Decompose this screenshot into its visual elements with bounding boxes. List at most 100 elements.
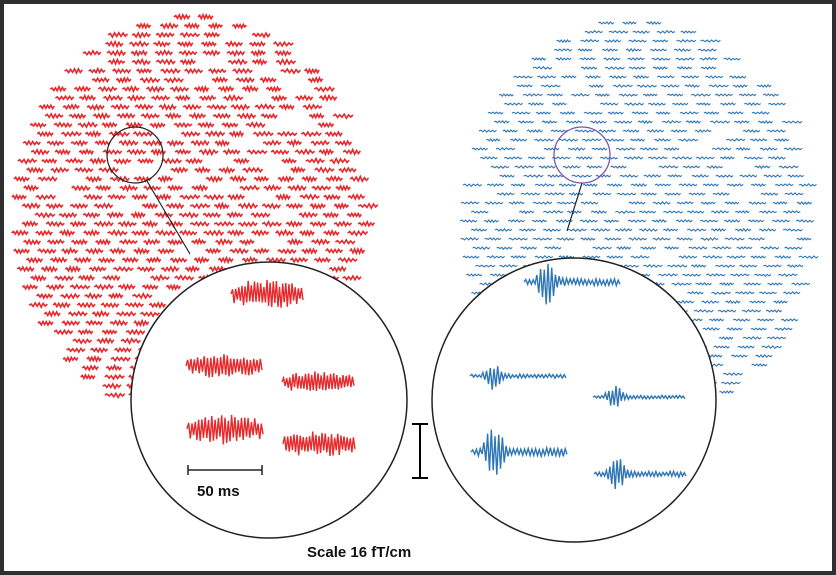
sensor-trace (520, 192, 541, 196)
sensor-trace (783, 290, 801, 295)
sensor-trace (768, 102, 786, 106)
sensor-trace (486, 255, 505, 259)
zoom-trace-blue (593, 459, 687, 490)
sensor-trace (566, 210, 582, 215)
sensor-trace (757, 119, 774, 125)
right-highlight-circle (553, 126, 611, 184)
sensor-trace (534, 138, 554, 142)
sensor-trace (517, 120, 534, 124)
sensor-trace (305, 156, 325, 165)
sensor-trace (179, 58, 196, 66)
sensor-trace (582, 183, 598, 187)
sensor-trace (580, 38, 600, 43)
sensor-trace (750, 255, 767, 259)
sensor-trace (154, 49, 174, 57)
sensor-trace (241, 255, 259, 264)
sensor-trace (699, 56, 718, 61)
sensor-trace (189, 202, 211, 210)
sensor-trace (567, 146, 586, 152)
sensor-trace (318, 147, 334, 157)
sensor-trace (285, 219, 303, 229)
sensor-trace (166, 139, 185, 148)
sensor-trace (652, 237, 671, 241)
sensor-trace (253, 175, 270, 183)
sensor-trace (101, 121, 118, 129)
sensor-trace (610, 165, 627, 169)
sensor-trace (522, 93, 543, 97)
sensor-trace (202, 211, 222, 219)
sensor-trace (270, 94, 288, 103)
sensor-trace (182, 103, 202, 111)
sensor-trace (323, 228, 340, 237)
sensor-trace (580, 237, 596, 241)
sensor-trace (579, 57, 596, 61)
sensor-trace (598, 129, 617, 133)
sensor-trace (141, 283, 159, 291)
sensor-trace (17, 157, 38, 165)
sensor-trace (259, 76, 277, 84)
sensor-trace (551, 102, 567, 106)
sensor-trace (159, 21, 179, 30)
sensor-trace (676, 201, 694, 205)
sensor-trace (169, 85, 190, 93)
sensor-trace (566, 228, 587, 232)
sensor-trace (175, 94, 191, 102)
sensor-trace (13, 175, 30, 183)
sensor-trace (534, 254, 554, 259)
sensor-trace (120, 337, 141, 345)
sensor-trace (102, 148, 123, 156)
sensor-trace (69, 283, 91, 290)
sensor-trace (556, 38, 572, 44)
sensor-trace (112, 68, 132, 75)
sensor-trace (719, 282, 735, 286)
sensor-trace (53, 328, 74, 336)
sensor-trace (724, 237, 745, 241)
sensor-trace (59, 228, 76, 238)
sensor-trace (86, 103, 105, 112)
sensor-trace (334, 139, 353, 147)
sensor-trace (88, 66, 106, 75)
sensor-trace (590, 209, 608, 215)
sensor-trace (783, 209, 801, 214)
sensor-trace (44, 112, 64, 120)
sensor-trace (750, 327, 767, 331)
sensor-trace (143, 185, 162, 192)
sensor-trace (652, 66, 669, 71)
sensor-trace (604, 66, 625, 71)
sensor-trace (676, 65, 693, 70)
sensor-trace (705, 75, 724, 79)
sensor-trace (115, 310, 137, 318)
sensor-trace (97, 256, 115, 264)
sensor-trace (636, 84, 657, 88)
sensor-trace (703, 111, 720, 115)
sensor-trace (670, 129, 688, 133)
sensor-trace (676, 39, 697, 43)
sensor-trace (723, 219, 741, 224)
sensor-trace (706, 165, 724, 169)
sensor-trace (708, 318, 725, 322)
sensor-trace (262, 139, 282, 147)
sensor-trace (718, 336, 734, 341)
sensor-trace (228, 129, 245, 139)
sensor-trace (736, 246, 753, 250)
sensor-trace (117, 220, 137, 228)
sensor-trace (543, 147, 560, 151)
sensor-trace (23, 238, 42, 246)
sensor-trace (357, 219, 376, 228)
sensor-trace (205, 175, 223, 184)
sensor-trace (118, 139, 139, 147)
sensor-trace (631, 111, 649, 115)
sensor-trace (69, 220, 87, 228)
sensor-trace (694, 129, 712, 133)
sensor-trace (484, 237, 502, 241)
sensor-trace (618, 93, 638, 97)
sensor-trace (460, 236, 480, 241)
sensor-trace (540, 84, 561, 88)
sensor-trace (738, 93, 757, 97)
sensor-trace (74, 166, 94, 174)
sensor-trace (510, 183, 526, 187)
sensor-trace (130, 49, 148, 58)
meg-sensor-figure: 50 ms Scale 16 fT/cm (4, 4, 832, 571)
sensor-trace (71, 238, 88, 246)
sensor-trace (688, 246, 708, 250)
